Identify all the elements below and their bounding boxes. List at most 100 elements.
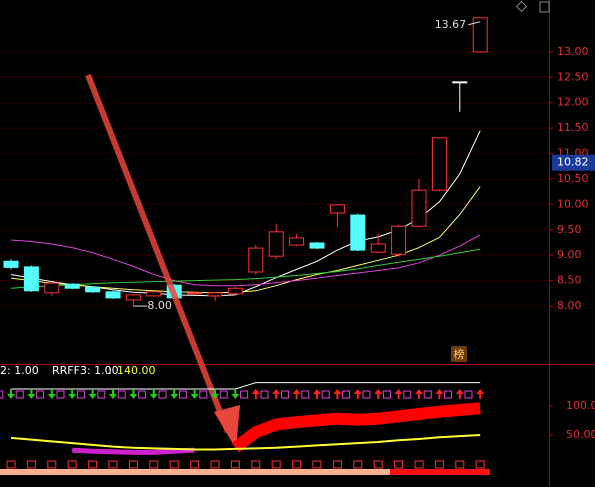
signal-box (138, 390, 147, 399)
signal-arrow (292, 389, 301, 399)
bottom-bar (0, 469, 390, 475)
signal-arrow (394, 389, 403, 399)
indicator-line (72, 447, 195, 455)
window-icon[interactable] (539, 1, 550, 13)
candle-body (105, 291, 121, 299)
bottom-box (394, 460, 404, 469)
signal-arrow (231, 389, 240, 399)
candle-body (207, 292, 223, 297)
signal-box (36, 390, 45, 399)
bottom-box (149, 460, 159, 469)
y-tick-label: 8.50 (557, 274, 582, 287)
candle-body (289, 237, 305, 246)
candle-body (44, 282, 60, 294)
y-tick-label: 100.00 (566, 399, 595, 412)
bottom-box (169, 460, 179, 469)
candle-body (391, 225, 407, 255)
signal-box (321, 390, 330, 399)
signal-arrow (272, 389, 281, 399)
signal-box (382, 390, 391, 399)
bottom-box (292, 460, 302, 469)
bottom-box (210, 460, 220, 469)
signal-box (15, 390, 24, 399)
bottom-box (47, 460, 57, 469)
indicator-param: 140.00 (117, 364, 156, 377)
signal-box (178, 390, 187, 399)
candle-body (3, 260, 19, 268)
bottom-box (26, 460, 36, 469)
bottom-box (475, 460, 485, 469)
candle-body (125, 294, 141, 301)
signal-arrow (129, 389, 138, 399)
indicator-line (10, 248, 481, 289)
signal-box (423, 390, 432, 399)
signal-box (117, 390, 126, 399)
signal-arrow (374, 389, 383, 399)
indicator-param: 2: 1.00 (0, 364, 39, 377)
bottom-box (373, 460, 383, 469)
signal-box (97, 390, 106, 399)
candle-body (431, 137, 447, 191)
bottom-box (190, 460, 200, 469)
candle-body (452, 81, 468, 84)
y-tick-label: 9.50 (557, 223, 582, 236)
bottom-box (271, 460, 281, 469)
bottom-box (455, 460, 465, 469)
bottom-box (230, 460, 240, 469)
signal-arrow (455, 389, 464, 399)
signal-arrow (435, 389, 444, 399)
candle-body (268, 231, 284, 257)
signal-box (76, 390, 85, 399)
candle-body (146, 291, 162, 297)
pointer-head (214, 405, 240, 449)
candle-body (411, 189, 427, 227)
badge: 榜 (454, 347, 465, 361)
signal-arrow (149, 389, 158, 399)
indicator-line (231, 402, 481, 453)
signal-box (199, 390, 208, 399)
candle-body (227, 287, 243, 295)
diamond-icon[interactable] (515, 0, 528, 13)
bottom-box (434, 460, 444, 469)
candle-body (350, 214, 366, 251)
signal-box (362, 390, 371, 399)
bottom-box (312, 460, 322, 469)
signal-box (403, 390, 412, 399)
last-price-label: 10.82 (557, 156, 589, 169)
bottom-bar (390, 469, 490, 475)
indicator-line (10, 234, 481, 287)
annotation-label: 13.67 (435, 18, 467, 31)
signal-box (301, 390, 310, 399)
signal-arrow (7, 389, 15, 399)
y-tick-label: 12.00 (557, 96, 589, 109)
signal-box (158, 390, 167, 399)
signal-box (260, 390, 269, 399)
signal-arrow (313, 389, 321, 399)
indicator-line (10, 434, 481, 451)
last-price-box (552, 154, 595, 171)
y-tick-label: 10.50 (557, 172, 589, 185)
signal-arrow (190, 389, 199, 399)
signal-box (56, 390, 65, 399)
bottom-box (353, 460, 363, 469)
bottom-box (108, 460, 118, 469)
bottom-box (332, 460, 342, 469)
bottom-box (414, 460, 424, 469)
signal-arrow (353, 389, 362, 399)
indicator-param: : (108, 364, 112, 377)
y-tick-label: 8.00 (557, 299, 582, 312)
signal-arrow (68, 389, 77, 399)
annotation-arrow (468, 21, 481, 26)
signal-box (464, 390, 473, 399)
bottom-box (67, 460, 77, 469)
y-tick-label: 10.00 (557, 197, 589, 210)
bottom-box (128, 460, 138, 469)
indicator-line (11, 382, 481, 390)
annotation-label: 8.00 (147, 299, 172, 312)
bottom-box (6, 460, 16, 469)
bottom-box (251, 460, 261, 469)
candle-body (85, 286, 101, 293)
candle-body (309, 242, 325, 249)
signal-box (240, 390, 249, 399)
